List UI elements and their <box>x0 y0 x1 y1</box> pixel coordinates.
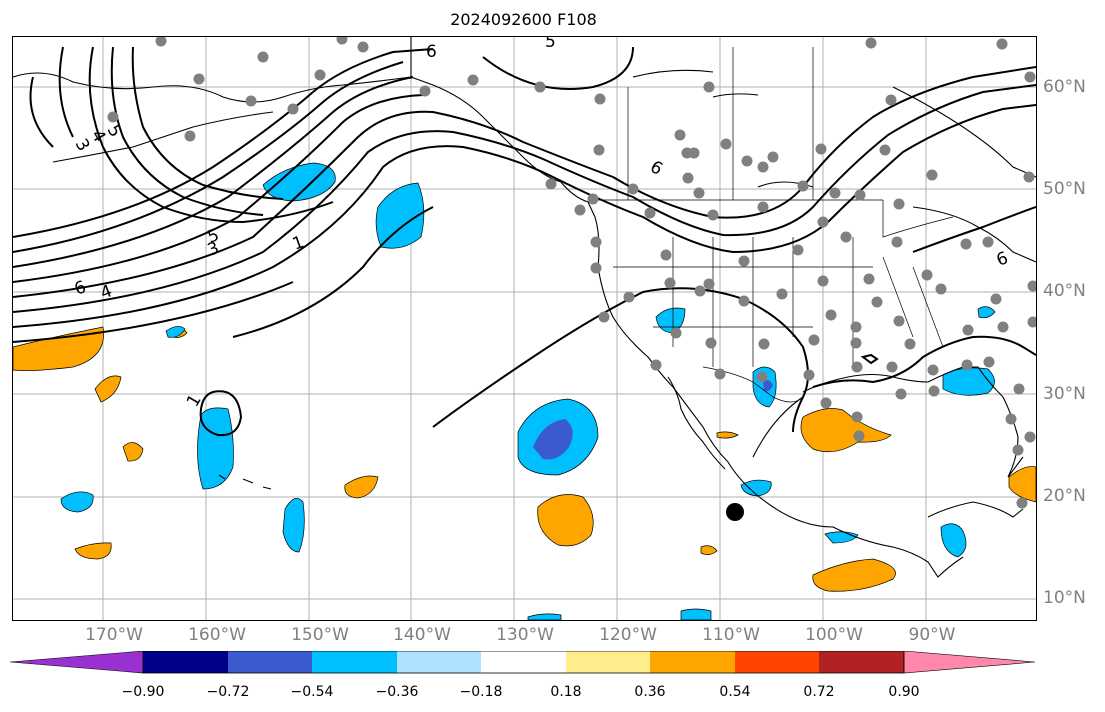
colorbar-segment <box>312 651 397 673</box>
graticule <box>13 37 1036 620</box>
colorbar-extend-low <box>9 650 144 674</box>
contour-label: 6 <box>426 42 437 62</box>
colorbar-extend-high <box>903 650 1036 674</box>
contour-label: 5 <box>103 122 126 141</box>
coastlines <box>13 37 1036 578</box>
colorbar <box>9 650 1040 681</box>
contour-label: 6 <box>72 277 89 299</box>
lon-label: 160°W <box>188 625 246 645</box>
colorbar-segment <box>143 651 228 673</box>
map-canvas: 3 4 5 6 5 3 1 6 4 6 5 6 1 <box>13 37 1036 620</box>
lat-label: 60°N <box>1043 77 1086 97</box>
colorbar-segment <box>819 651 904 673</box>
storm-marker[interactable] <box>726 503 744 521</box>
contour-label: 6 <box>994 248 1011 270</box>
lat-label: 30°N <box>1043 384 1086 404</box>
lat-label: 20°N <box>1043 486 1086 506</box>
anomaly-shading <box>13 162 1036 620</box>
colorbar-tick-label: 0.54 <box>719 684 751 700</box>
colorbar-tick-label: 0.36 <box>634 684 666 700</box>
lat-label: 10°N <box>1043 588 1086 608</box>
lon-label: 120°W <box>599 625 657 645</box>
contour-label: 1 <box>290 232 307 254</box>
colorbar-tick-label: −0.18 <box>459 684 503 700</box>
colorbar-svg <box>9 650 1036 674</box>
political-boundaries <box>410 37 954 403</box>
colorbar-tick-label: −0.72 <box>206 684 250 700</box>
colorbar-tick-label: −0.54 <box>290 684 334 700</box>
colorbar-segment <box>566 651 650 673</box>
colorbar-tick-label: −0.36 <box>375 684 419 700</box>
lon-label: 100°W <box>805 625 863 645</box>
lon-label: 150°W <box>291 625 349 645</box>
colorbar-segment <box>228 651 312 673</box>
colorbar-segment <box>397 651 481 673</box>
station-dots <box>107 37 1036 509</box>
colorbar-segment <box>481 651 566 673</box>
lon-label: 140°W <box>393 625 451 645</box>
lon-label: 110°W <box>702 625 760 645</box>
lat-label: 40°N <box>1043 281 1086 301</box>
colorbar-segment <box>735 651 819 673</box>
map-title: 2024092600 F108 <box>450 10 597 29</box>
colorbar-tick-label: −0.90 <box>121 684 165 700</box>
height-contours <box>13 46 1036 437</box>
contour-label: 5 <box>545 37 556 52</box>
colorbar-segment <box>650 651 735 673</box>
map-panel[interactable]: 3 4 5 6 5 3 1 6 4 6 5 6 1 <box>12 36 1037 621</box>
lon-label: 130°W <box>496 625 554 645</box>
colorbar-tick-label: 0.90 <box>888 684 920 700</box>
lon-label: 170°W <box>85 625 143 645</box>
colorbar-tick-label: 0.72 <box>803 684 835 700</box>
contour-label: 6 <box>647 157 666 180</box>
lon-label: 90°W <box>908 625 956 645</box>
colorbar-tick-label: 0.18 <box>550 684 582 700</box>
lat-label: 50°N <box>1043 179 1086 199</box>
